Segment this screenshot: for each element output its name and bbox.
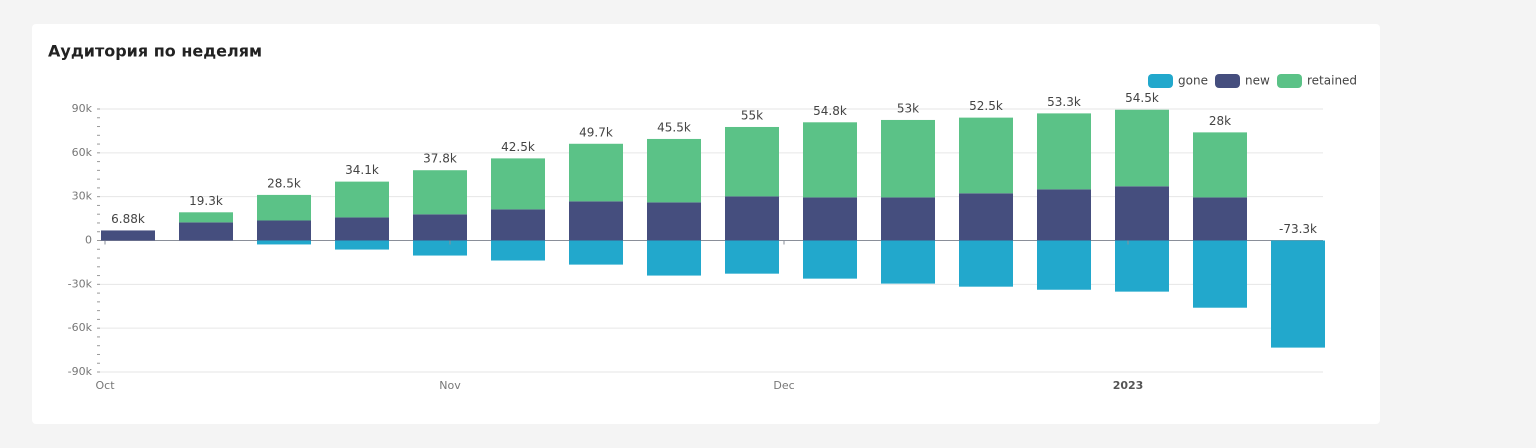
bar-segment <box>803 240 857 279</box>
legend-swatch <box>1148 74 1173 88</box>
bar-segment <box>725 196 779 241</box>
bar-segment <box>1193 240 1247 308</box>
bar-segment <box>491 158 545 210</box>
data-label: 34.1k <box>345 163 379 177</box>
bar-segment <box>335 240 389 250</box>
data-label: 53.3k <box>1047 95 1081 109</box>
bar-segment <box>569 143 623 202</box>
chart-title: Аудитория по неделям <box>48 42 262 61</box>
x-tick-label: Dec <box>773 379 794 392</box>
y-tick-label: 60k <box>72 146 93 159</box>
data-label: 53k <box>897 101 919 115</box>
bar-segment <box>647 240 701 276</box>
legend-swatch <box>1277 74 1302 88</box>
bar-segment <box>413 170 467 215</box>
bar-segment <box>647 202 701 241</box>
bar-segment <box>647 138 701 203</box>
x-tick-label: Oct <box>95 379 115 392</box>
data-label: -73.3k <box>1279 222 1317 236</box>
bar-segment <box>491 209 545 241</box>
data-label: 6.88k <box>111 212 145 226</box>
y-tick-label: 90k <box>72 102 93 115</box>
data-label: 49.7k <box>579 125 613 139</box>
bar-segment <box>569 240 623 265</box>
x-tick-label: Nov <box>439 379 461 392</box>
bar-segment <box>725 240 779 274</box>
bar-segment <box>959 117 1013 194</box>
bar-segment <box>803 122 857 198</box>
bar-segment <box>1037 240 1091 290</box>
bar-segment <box>1037 113 1091 190</box>
bar-segment <box>257 220 311 241</box>
bar-segment <box>335 217 389 241</box>
data-label: 42.5k <box>501 140 535 154</box>
bar-segment <box>881 197 935 241</box>
bar-segment <box>1115 186 1169 241</box>
bar-segment <box>803 197 857 241</box>
data-label: 28.5k <box>267 176 301 190</box>
bar-segment <box>1271 240 1325 348</box>
bar-segment <box>335 181 389 218</box>
data-label: 37.8k <box>423 152 457 166</box>
data-label: 54.8k <box>813 104 847 118</box>
data-label: 52.5k <box>969 99 1003 113</box>
bar-segment <box>569 201 623 241</box>
bar-segment <box>101 230 155 241</box>
legend-label: new <box>1245 74 1270 88</box>
bar-segment <box>257 240 311 245</box>
bar-segment <box>881 119 935 198</box>
data-label: 19.3k <box>189 194 223 208</box>
bar-segment <box>1115 109 1169 187</box>
data-label: 45.5k <box>657 120 691 134</box>
data-label: 28k <box>1209 114 1231 128</box>
bar-segment <box>959 240 1013 287</box>
bar-segment <box>1037 189 1091 241</box>
bar-segment <box>725 126 779 197</box>
legend-swatch <box>1215 74 1240 88</box>
bar-segment <box>491 240 545 261</box>
data-label: 55k <box>741 108 763 122</box>
x-tick-label: 2023 <box>1113 379 1144 392</box>
bar-segment <box>881 240 935 284</box>
bar-segment <box>1115 240 1169 292</box>
legend-label: retained <box>1307 74 1357 88</box>
y-tick-label: -90k <box>68 365 93 378</box>
bar-segment <box>179 212 233 223</box>
y-tick-label: 30k <box>72 190 93 203</box>
data-label: 54.5k <box>1125 91 1159 105</box>
legend-label: gone <box>1178 74 1208 88</box>
bar-segment <box>413 214 467 241</box>
bar-segment <box>1193 197 1247 241</box>
bar-segment <box>959 193 1013 241</box>
y-tick-label: 0 <box>85 234 92 247</box>
y-tick-label: -60k <box>68 321 93 334</box>
bar-segment <box>179 222 233 241</box>
y-tick-label: -30k <box>68 277 93 290</box>
bar-segment <box>413 240 467 256</box>
bar-segment <box>257 194 311 221</box>
bar-segment <box>1193 132 1247 198</box>
